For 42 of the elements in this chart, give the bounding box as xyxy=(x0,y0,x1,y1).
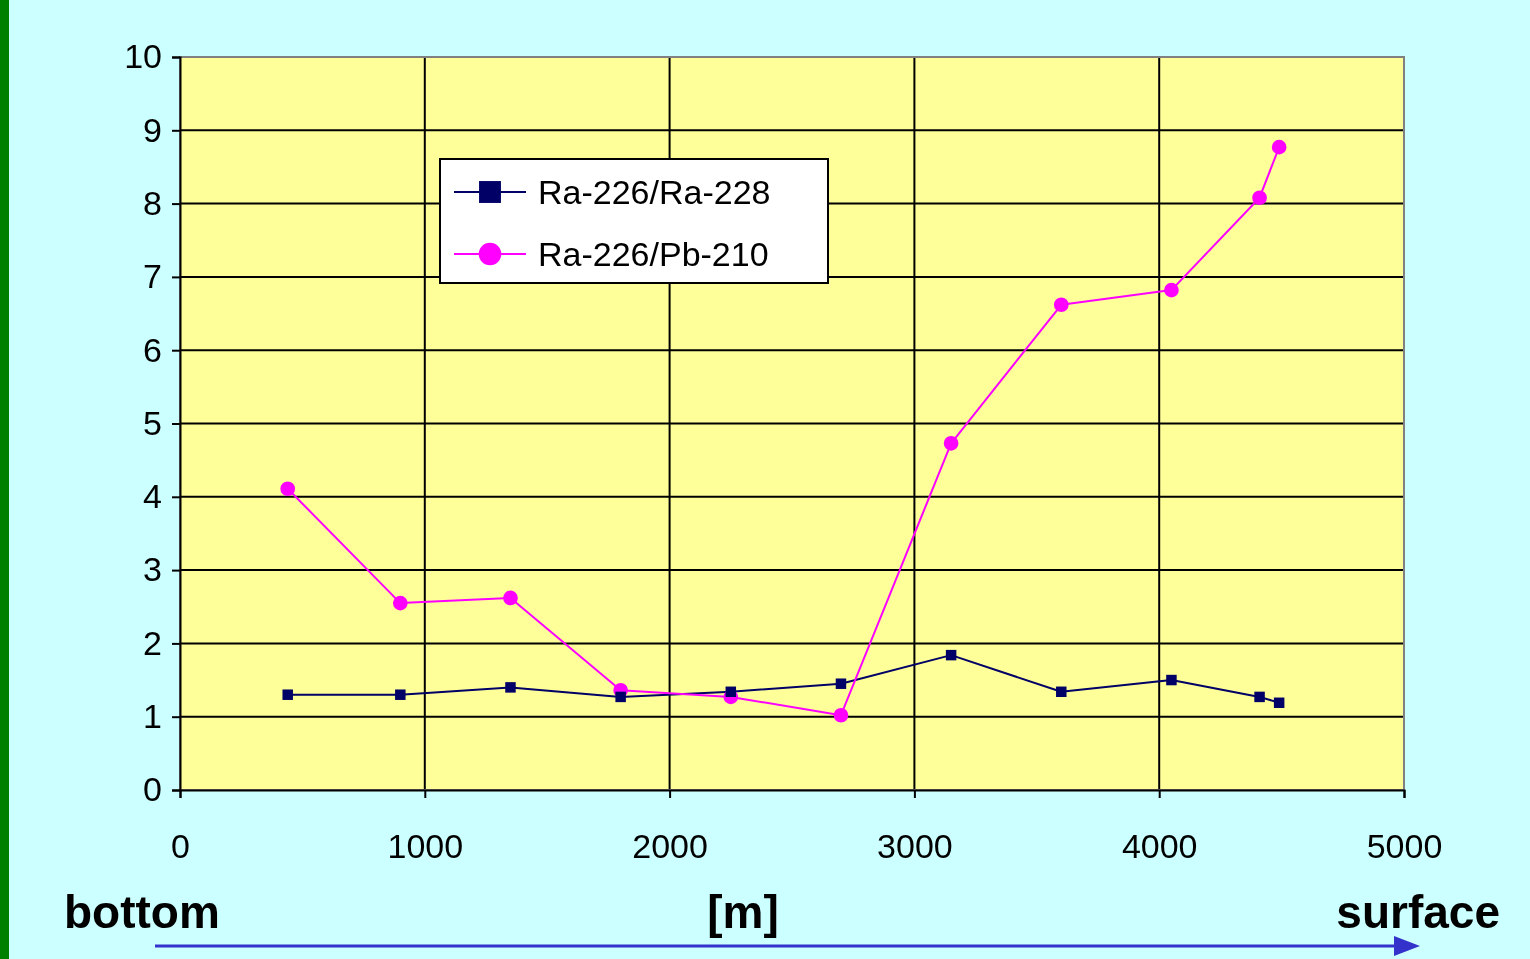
point xyxy=(943,435,959,451)
point xyxy=(1056,686,1067,698)
point xyxy=(1273,697,1285,709)
point xyxy=(395,689,406,700)
point xyxy=(282,689,293,700)
point xyxy=(1166,674,1177,686)
y-tick-label: 3 xyxy=(143,550,162,589)
point xyxy=(615,691,626,703)
point xyxy=(392,595,408,611)
x-tick-label: 0 xyxy=(171,827,190,866)
point xyxy=(945,649,957,661)
point xyxy=(1252,190,1267,206)
y-tick-label: 1 xyxy=(143,697,162,736)
legend-label: Ra-226/Pb-210 xyxy=(538,235,769,273)
text: surface xyxy=(1336,886,1500,938)
x-tick-label: 4000 xyxy=(1121,827,1198,866)
y-tick-label: 8 xyxy=(143,183,162,222)
point xyxy=(835,678,847,689)
point xyxy=(1271,139,1287,155)
text: [m] xyxy=(707,886,779,938)
point xyxy=(1053,297,1069,313)
y-tick-label: 4 xyxy=(143,477,162,516)
y-tick-label: 7 xyxy=(143,257,162,296)
y-tick-label: 2 xyxy=(143,623,162,662)
y-tick-label: 10 xyxy=(124,37,162,76)
y-tick-label: 6 xyxy=(143,330,162,369)
point xyxy=(1164,282,1179,298)
point xyxy=(833,707,849,723)
x-tick-label: 2000 xyxy=(632,827,708,866)
point xyxy=(725,686,737,698)
point xyxy=(1254,691,1265,703)
x-tick-label: 3000 xyxy=(877,827,953,866)
text: bottom xyxy=(64,886,220,938)
legend-label: Ra-226/Ra-228 xyxy=(538,173,771,211)
point xyxy=(505,682,516,693)
x-tick-label: 1000 xyxy=(387,827,464,866)
y-tick-label: 0 xyxy=(143,770,162,809)
y-tick-label: 5 xyxy=(143,403,162,442)
y-tick-label: 9 xyxy=(143,110,162,149)
point xyxy=(503,590,518,606)
x-tick-label: 5000 xyxy=(1366,827,1443,866)
point xyxy=(280,481,296,497)
